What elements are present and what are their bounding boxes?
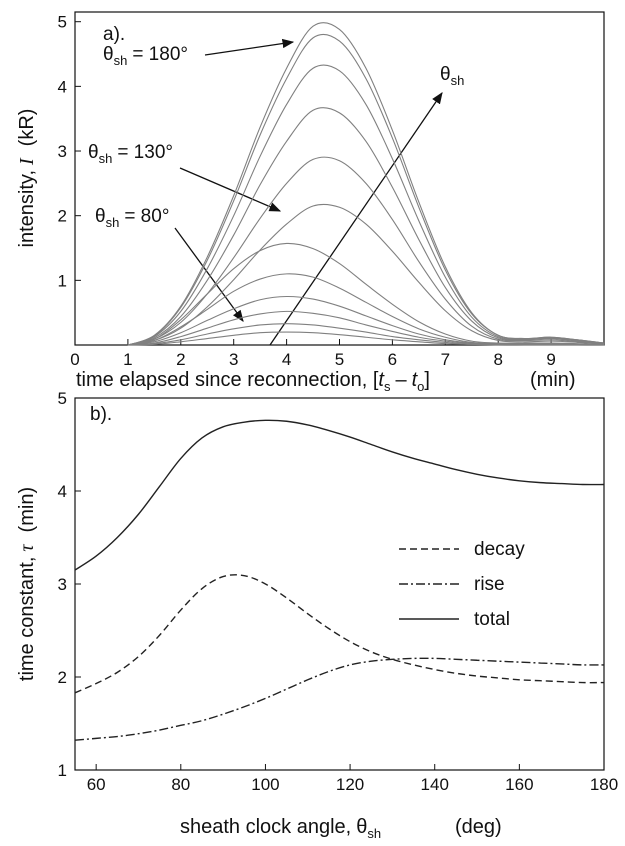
arrow bbox=[269, 92, 443, 346]
arrow bbox=[174, 227, 244, 322]
x-tick-label: 2 bbox=[176, 350, 185, 369]
x-tick-label: 60 bbox=[87, 775, 106, 794]
legend-label: total bbox=[474, 609, 510, 630]
annotation: θsh = 180° bbox=[103, 44, 188, 68]
legend-label: decay bbox=[474, 539, 525, 560]
annotation: θsh = 130° bbox=[88, 142, 173, 166]
y-tick-label: 3 bbox=[58, 142, 67, 161]
annotation: θsh bbox=[440, 64, 464, 88]
x-tick-label: 7 bbox=[441, 350, 450, 369]
y-tick-label: 5 bbox=[58, 389, 67, 408]
data-line bbox=[74, 657, 605, 741]
x-axis-label: time elapsed since reconnection, [ts – to] bbox=[76, 369, 430, 394]
data-line bbox=[74, 419, 605, 571]
arrow bbox=[179, 167, 282, 212]
x-axis-label: sheath clock angle, θsh bbox=[180, 816, 381, 841]
data-line bbox=[74, 574, 605, 694]
x-tick-label: 4 bbox=[282, 350, 291, 369]
x-tick-label: 120 bbox=[336, 775, 364, 794]
x-tick-label: 1 bbox=[123, 350, 132, 369]
x-axis-unit: (deg) bbox=[455, 816, 502, 838]
legend-label: rise bbox=[474, 574, 505, 595]
x-tick-label: 3 bbox=[229, 350, 238, 369]
data-line bbox=[127, 331, 604, 346]
panel-label: a). bbox=[103, 24, 125, 45]
x-tick-label: 160 bbox=[505, 775, 533, 794]
x-tick-label: 9 bbox=[546, 350, 555, 369]
data-line bbox=[127, 295, 605, 346]
x-tick-label: 100 bbox=[251, 775, 279, 794]
y-tick-label: 1 bbox=[58, 761, 67, 780]
arrow bbox=[204, 38, 295, 56]
x-tick-label: 5 bbox=[335, 350, 344, 369]
panel-label: b). bbox=[90, 404, 112, 425]
y-tick-label: 2 bbox=[58, 207, 67, 226]
y-tick-label: 4 bbox=[58, 482, 67, 501]
x-tick-label: 140 bbox=[421, 775, 449, 794]
x-tick-label: 6 bbox=[388, 350, 397, 369]
data-line bbox=[127, 242, 605, 346]
x-axis-unit: (min) bbox=[530, 369, 576, 391]
data-line bbox=[127, 107, 605, 346]
x-tick-label: 180 bbox=[590, 775, 618, 794]
y-axis-label: intensity,I(kR) bbox=[16, 109, 38, 248]
data-line bbox=[127, 323, 605, 346]
x-tick-label: 8 bbox=[493, 350, 502, 369]
y-axis-label: time constant,τ(min) bbox=[16, 487, 38, 681]
y-tick-label: 1 bbox=[58, 271, 67, 290]
annotation: θsh = 80° bbox=[95, 206, 169, 230]
x-tick-label: 0 bbox=[70, 350, 79, 369]
y-tick-label: 5 bbox=[58, 13, 67, 32]
data-line bbox=[127, 33, 605, 346]
y-tick-label: 3 bbox=[58, 575, 67, 594]
data-line bbox=[127, 203, 605, 346]
y-tick-label: 2 bbox=[58, 668, 67, 687]
data-line bbox=[127, 64, 605, 346]
x-tick-label: 80 bbox=[171, 775, 190, 794]
y-tick-label: 4 bbox=[58, 77, 67, 96]
